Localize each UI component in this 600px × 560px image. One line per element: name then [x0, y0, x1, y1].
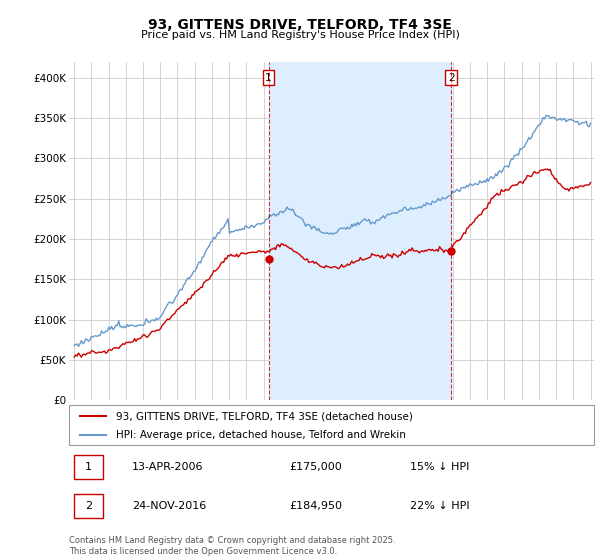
Text: 22% ↓ HPI: 22% ↓ HPI: [410, 501, 470, 511]
Text: 13-APR-2006: 13-APR-2006: [132, 462, 203, 472]
Text: 2: 2: [448, 73, 454, 83]
Text: 15% ↓ HPI: 15% ↓ HPI: [410, 462, 470, 472]
FancyBboxPatch shape: [69, 405, 594, 445]
Text: 93, GITTENS DRIVE, TELFORD, TF4 3SE (detached house): 93, GITTENS DRIVE, TELFORD, TF4 3SE (det…: [116, 411, 413, 421]
Text: HPI: Average price, detached house, Telford and Wrekin: HPI: Average price, detached house, Telf…: [116, 430, 406, 440]
Text: Price paid vs. HM Land Registry's House Price Index (HPI): Price paid vs. HM Land Registry's House …: [140, 30, 460, 40]
Bar: [269, 62, 451, 400]
FancyBboxPatch shape: [74, 455, 103, 479]
Text: 2: 2: [85, 501, 92, 511]
Text: Contains HM Land Registry data © Crown copyright and database right 2025.
This d: Contains HM Land Registry data © Crown c…: [69, 536, 395, 556]
Text: 1: 1: [265, 73, 272, 83]
Text: £175,000: £175,000: [290, 462, 342, 472]
Text: 1: 1: [85, 462, 92, 472]
Text: £184,950: £184,950: [290, 501, 343, 511]
Text: 24-NOV-2016: 24-NOV-2016: [132, 501, 206, 511]
Text: 93, GITTENS DRIVE, TELFORD, TF4 3SE: 93, GITTENS DRIVE, TELFORD, TF4 3SE: [148, 18, 452, 32]
FancyBboxPatch shape: [74, 494, 103, 519]
